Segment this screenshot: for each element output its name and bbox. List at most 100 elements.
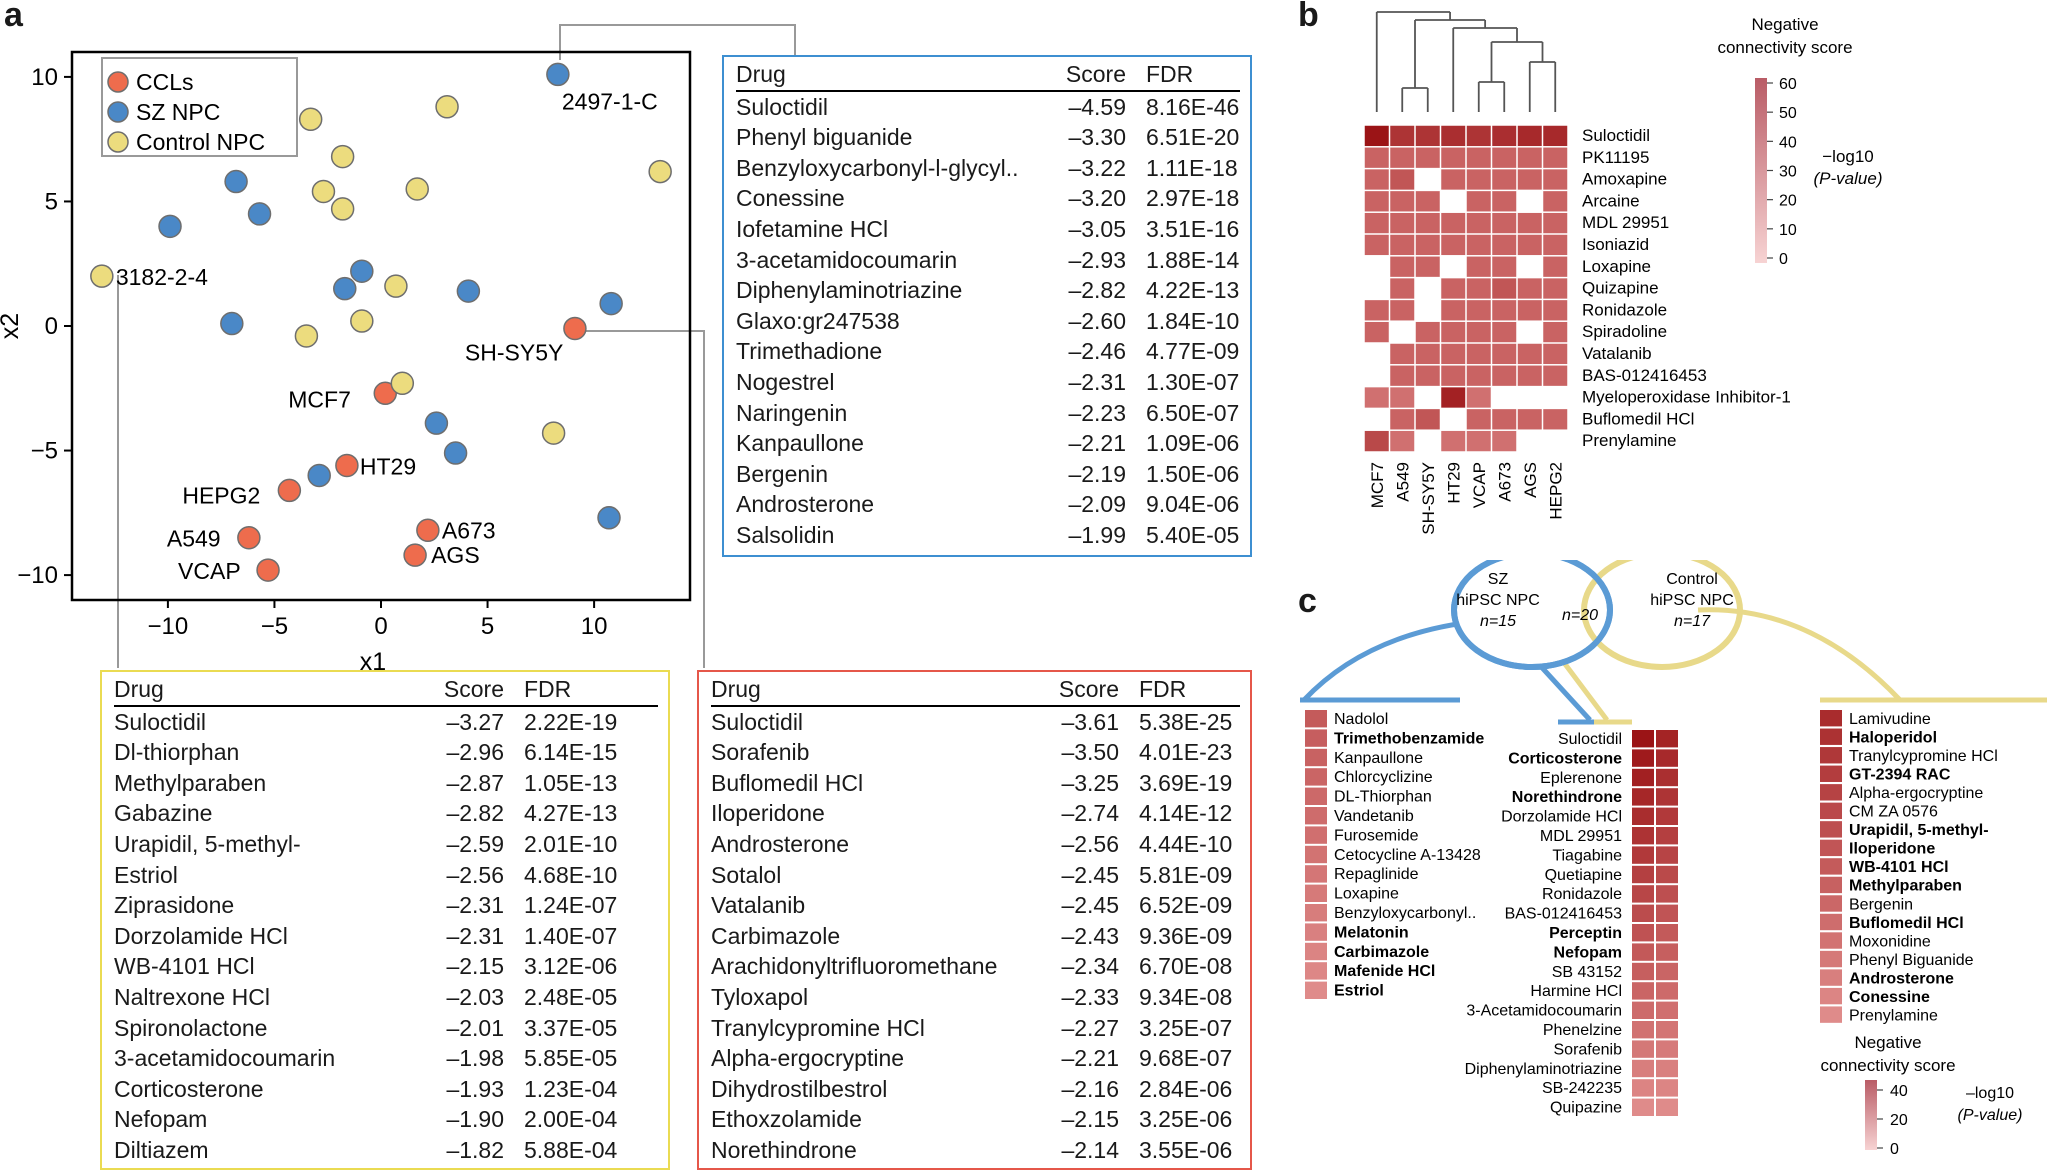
score-cell: –2.43 (1061, 922, 1119, 949)
shared-drug: Phenelzine (1543, 1022, 1622, 1039)
point-label: HEPG2 (182, 482, 260, 508)
score-cell: –1.99 (1068, 521, 1126, 548)
fdr-cell: 9.36E-09 (1139, 922, 1233, 949)
drug-cell: Glaxo:gr247538 (736, 307, 900, 334)
drug-cell: Carbimazole (711, 922, 841, 949)
x-tick-label: −10 (148, 613, 189, 640)
ctrl-only-cell (1820, 987, 1842, 1005)
legend-label: Control NPC (136, 129, 265, 155)
sz-only-cell (1305, 787, 1327, 805)
connector-sz (559, 24, 796, 60)
score-cell: –2.87 (446, 769, 504, 796)
heatmap-cell (1492, 278, 1517, 299)
heatmap-cell (1390, 212, 1415, 234)
ctrl-only-drug: Tranylcypromine HCl (1849, 748, 1998, 765)
heatmap-cell (1492, 234, 1517, 256)
ctrl-only-cell (1820, 747, 1842, 764)
table-row: Norethindrone –2.14 3.55E-06 (711, 1135, 1240, 1166)
heatmap-cell (1492, 191, 1517, 212)
heatmap-cell (1390, 278, 1415, 299)
ctrl-only-drug: Iloperidone (1849, 841, 1935, 858)
sz-only-drug: Nadolol (1334, 711, 1388, 728)
sz-only-drug: Chlorcyclizine (1334, 769, 1433, 786)
scatter-point (247, 202, 272, 226)
legend-label: CCLs (136, 69, 194, 95)
fdr-cell: 4.44E-10 (1139, 830, 1233, 857)
heatmap-col-label: VCAP (1470, 462, 1489, 508)
heatmap-cell (1543, 300, 1568, 321)
heatmap-cell (1415, 409, 1440, 430)
scatter-point (333, 276, 357, 301)
shared-drug: Suloctidil (1558, 731, 1622, 748)
control-drug-table-box: Drug Score FDR Suloctidil –3.27 2.22E-19 Dl… (100, 670, 670, 1170)
shared-ctrl-cell (1656, 943, 1678, 961)
venn-ctrl-label: hiPSC NPC (1650, 592, 1734, 609)
heatmap-cell (1466, 278, 1491, 299)
scatter-point (416, 518, 440, 543)
shared-drug: Sorafenib (1554, 1041, 1623, 1058)
fdr-cell: 5.88E-04 (524, 1136, 618, 1163)
ctrl-only-drug: WB-4101 HCl (1849, 859, 1949, 876)
score-cell: –2.31 (1068, 368, 1126, 395)
ctrl-only-cell (1820, 876, 1842, 894)
colorbar-c-label: (P-value) (1958, 1107, 2023, 1124)
score-cell: –2.59 (446, 830, 504, 857)
sz-only-cell (1305, 710, 1327, 728)
col-score: Score (1036, 59, 1146, 92)
heatmap-cell (1492, 169, 1517, 190)
colorbar-c-title: Negative (1854, 1033, 1921, 1052)
drug-cell: Kanpaullone (736, 430, 864, 457)
score-cell: –4.59 (1068, 93, 1126, 120)
table-row: Androsterone –2.09 9.04E-06 (736, 489, 1240, 520)
score-cell: –2.34 (1061, 953, 1119, 980)
heatmap-cell (1364, 212, 1389, 234)
fdr-cell: 1.23E-04 (524, 1075, 618, 1102)
x-tick-label: 10 (581, 613, 608, 640)
drug-cell: Androsterone (711, 830, 850, 857)
sz-only-drug: Loxapine (1334, 886, 1399, 903)
table-row: Naringenin –2.23 6.50E-07 (736, 398, 1240, 429)
heatmap-cell (1390, 387, 1415, 408)
score-cell: –2.56 (1061, 830, 1119, 857)
fdr-cell: 4.77E-09 (1146, 338, 1240, 365)
heatmap-cell (1466, 321, 1491, 343)
heatmap-cell (1390, 256, 1415, 277)
shared-drug: SB 43152 (1552, 964, 1622, 981)
heatmap-cell (1543, 191, 1568, 212)
ctrl-only-drug: Haloperidol (1849, 730, 1937, 747)
venn-stem-sz (1533, 658, 1592, 722)
heatmap-col-label: HT29 (1444, 462, 1463, 504)
fdr-cell: 1.24E-07 (524, 892, 618, 919)
heatmap-cell (1390, 365, 1415, 386)
heatmap-cell (1441, 212, 1466, 234)
shared-ctrl-cell (1656, 904, 1678, 922)
scatter-point (648, 159, 672, 184)
heatmap-cell (1492, 256, 1517, 277)
ctrl-only-cell (1820, 710, 1842, 727)
scatter-point (220, 311, 244, 336)
point-label: 2497-1-C (562, 88, 658, 114)
shared-drug: Harmine HCl (1530, 983, 1622, 1000)
heatmap-cell (1466, 256, 1491, 277)
legend-swatch (107, 101, 129, 123)
shared-ctrl-cell (1656, 749, 1678, 767)
sz-only-cell (1305, 981, 1327, 999)
shared-ctrl-cell (1656, 827, 1678, 845)
heatmap-cell (1466, 387, 1491, 408)
score-cell: –2.33 (1061, 983, 1119, 1010)
ctrl-only-drug: Prenylamine (1849, 1007, 1938, 1024)
heatmap-cell (1492, 147, 1517, 168)
drug-cell: Diphenylaminotriazine (736, 277, 963, 304)
point-label: A673 (442, 517, 496, 543)
sz-only-drug: Furosemide (1334, 827, 1419, 844)
shared-sz-cell (1632, 730, 1654, 748)
fdr-cell: 5.85E-05 (524, 1045, 618, 1072)
heatmap-cell (1364, 300, 1389, 321)
table-row: Kanpaullone –2.21 1.09E-06 (736, 428, 1240, 459)
heatmap-cell (1466, 169, 1491, 190)
scatter-point (224, 169, 248, 194)
drug-cell: Buflomedil HCl (711, 769, 864, 796)
heatmap-cell (1517, 365, 1542, 386)
heatmap-cell (1466, 409, 1491, 430)
fdr-cell: 1.30E-07 (1146, 368, 1240, 395)
